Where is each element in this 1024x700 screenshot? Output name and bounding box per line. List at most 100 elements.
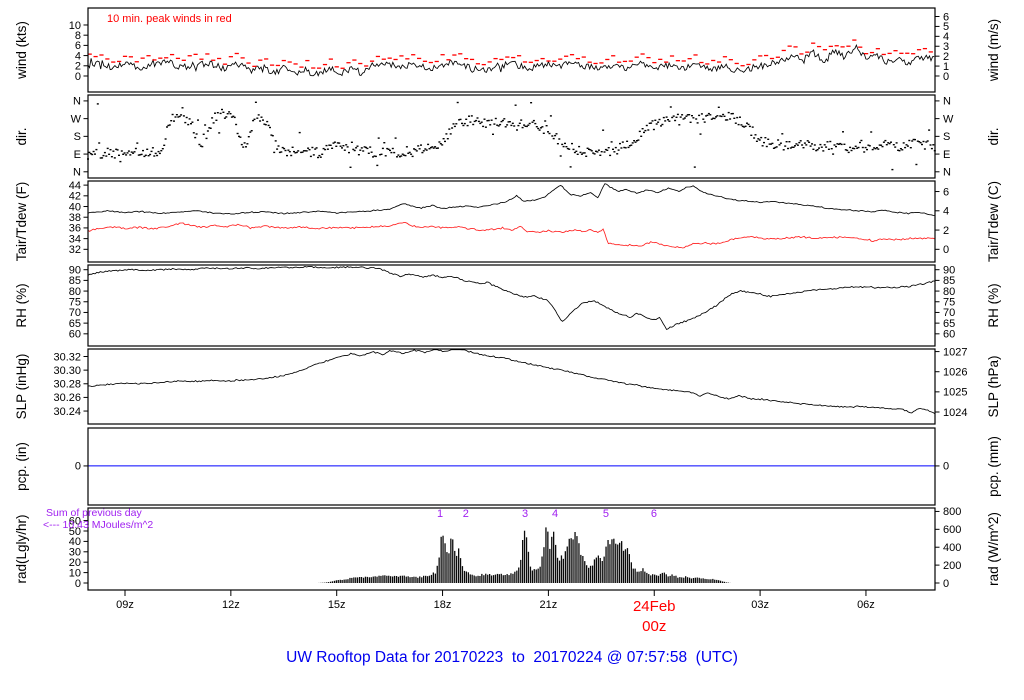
series-wind_direction-dot [583,152,586,154]
series-wind_direction-dot [755,140,758,142]
series-wind_direction-dot [211,117,214,119]
series-wind_direction-dot [842,131,844,133]
series-wind_direction-dot [801,144,804,146]
series-wind_direction-dot [185,116,188,119]
panel-temp-ytick-label-left: 32 [69,244,81,256]
series-wind_direction-dot [665,116,668,118]
series-solar_radiation-bar [349,577,351,583]
series-wind_direction-dot [713,117,716,120]
series-wind_direction-dot [556,143,559,145]
series-solar_radiation-bar [407,576,409,583]
series-wind_direction-dot [98,142,101,144]
series-wind_direction-dot [500,120,503,123]
series-solar_radiation-bar [615,543,617,583]
series-solar_radiation-bar [702,578,704,583]
series-wind_direction-dot [518,122,521,124]
series-solar_radiation-bar [423,575,425,583]
series-wind_direction-dot [564,142,566,145]
series-wind_direction-dot [636,140,638,142]
series-solar_radiation-bar [343,579,345,583]
series-wind_direction-dot [906,145,909,147]
series-wind_direction-dot [604,148,607,151]
panel-slp-ytick-label-left: 30.32 [53,351,81,363]
series-wind_direction-dot [890,141,892,143]
series-wind_direction-dot [116,149,119,151]
series-wind_direction-dot [689,121,692,123]
series-solar_radiation-bar [388,575,390,583]
series-wind_direction-dot [243,142,246,144]
series-solar_radiation-bar [549,548,551,583]
series-wind_direction-dot [930,147,933,150]
series-wind_direction-dot [535,126,538,128]
series-solar_radiation-bar [607,540,609,583]
series-solar_radiation-bar [611,539,613,583]
series-wind_direction-dot [778,144,781,146]
series-solar_radiation-bar [516,570,518,583]
series-wind_direction-dot [571,142,573,145]
series-wind_direction-dot [702,118,705,120]
series-wind_direction-dot [727,111,730,114]
panel-dir-ytick-label-right: W [943,113,954,125]
series-wind_direction-dot [94,153,96,155]
panel-wind-ytick-label-left: 0 [75,71,81,83]
series-solar_radiation-bar [403,575,405,583]
series-wind_direction-dot [214,112,216,114]
series-wind_direction-dot [356,145,359,147]
series-solar_radiation-bar [556,557,559,583]
series-wind_direction-dot [204,124,207,126]
series-wind_direction-dot [391,147,394,150]
series-wind_direction-dot [875,147,878,149]
series-wind_direction-dot [593,153,596,155]
series-wind_direction-dot [866,148,868,151]
series-wind_direction-dot [631,142,634,144]
series-wind_direction-dot [477,120,480,123]
series-solar_radiation-bar [619,542,621,583]
series-wind_direction-dot [919,142,922,144]
series-wind_direction-dot [545,125,548,127]
series-wind_direction-dot [672,115,675,117]
series-wind_direction-dot [802,147,805,149]
axis-title-left-temp: Tair/Tdew (F) [14,182,29,262]
series-solar_radiation-bar [345,579,347,583]
xaxis-label: 15z [328,599,346,611]
series-wind_direction-dot [613,151,616,153]
series-wind_direction-dot [768,143,771,145]
series-wind_direction-dot [723,115,726,117]
series-solar_radiation-bar [574,532,576,583]
series-wind_direction-dot [915,163,918,166]
series-wind_direction-dot [901,149,904,151]
series-wind_direction-dot [746,122,748,124]
series-wind_direction-dot [763,141,765,144]
series-wind_direction-dot [819,143,822,146]
series-wind_direction-dot [561,143,564,146]
series-solar_radiation-bar [401,575,403,583]
series-wind_direction-dot [238,135,240,138]
series-wind_direction-dot [700,113,703,115]
series-wind_direction-dot [534,122,537,125]
series-wind_direction-dot [514,104,517,106]
series-wind_direction-dot [599,154,602,156]
panel-dir-frame [87,94,936,179]
axis-title-right-slp: SLP (hPa) [986,355,1001,417]
series-dew_point [87,222,935,249]
series-wind_direction-dot [338,142,341,144]
series-wind_direction-dot [542,132,545,134]
series-wind_direction-dot [503,118,506,120]
series-wind_direction-dot [839,142,842,145]
series-solar_radiation-bar [477,575,479,583]
series-wind_direction-dot [455,123,458,125]
series-wind_direction-dot [661,123,664,126]
axis-title-left-rad: rad(Lgly/hr) [14,514,29,583]
panel-rad-ytick-label-left: 30 [69,547,81,559]
series-wind_direction-dot [379,154,382,156]
series-wind_direction-dot [229,113,232,115]
series-solar_radiation-bar [646,572,648,583]
series-wind_direction-dot [119,160,122,163]
panel-wind-ytick-label-right: 6 [943,11,949,23]
series-wind_direction-dot [161,148,164,150]
series-wind_direction-dot [475,119,478,122]
series-solar_radiation-bar [353,577,355,583]
series-wind_direction-dot [277,145,280,147]
panel-temp-ytick-label-left: 34 [69,233,81,245]
series-solar_radiation-bar [564,551,566,583]
